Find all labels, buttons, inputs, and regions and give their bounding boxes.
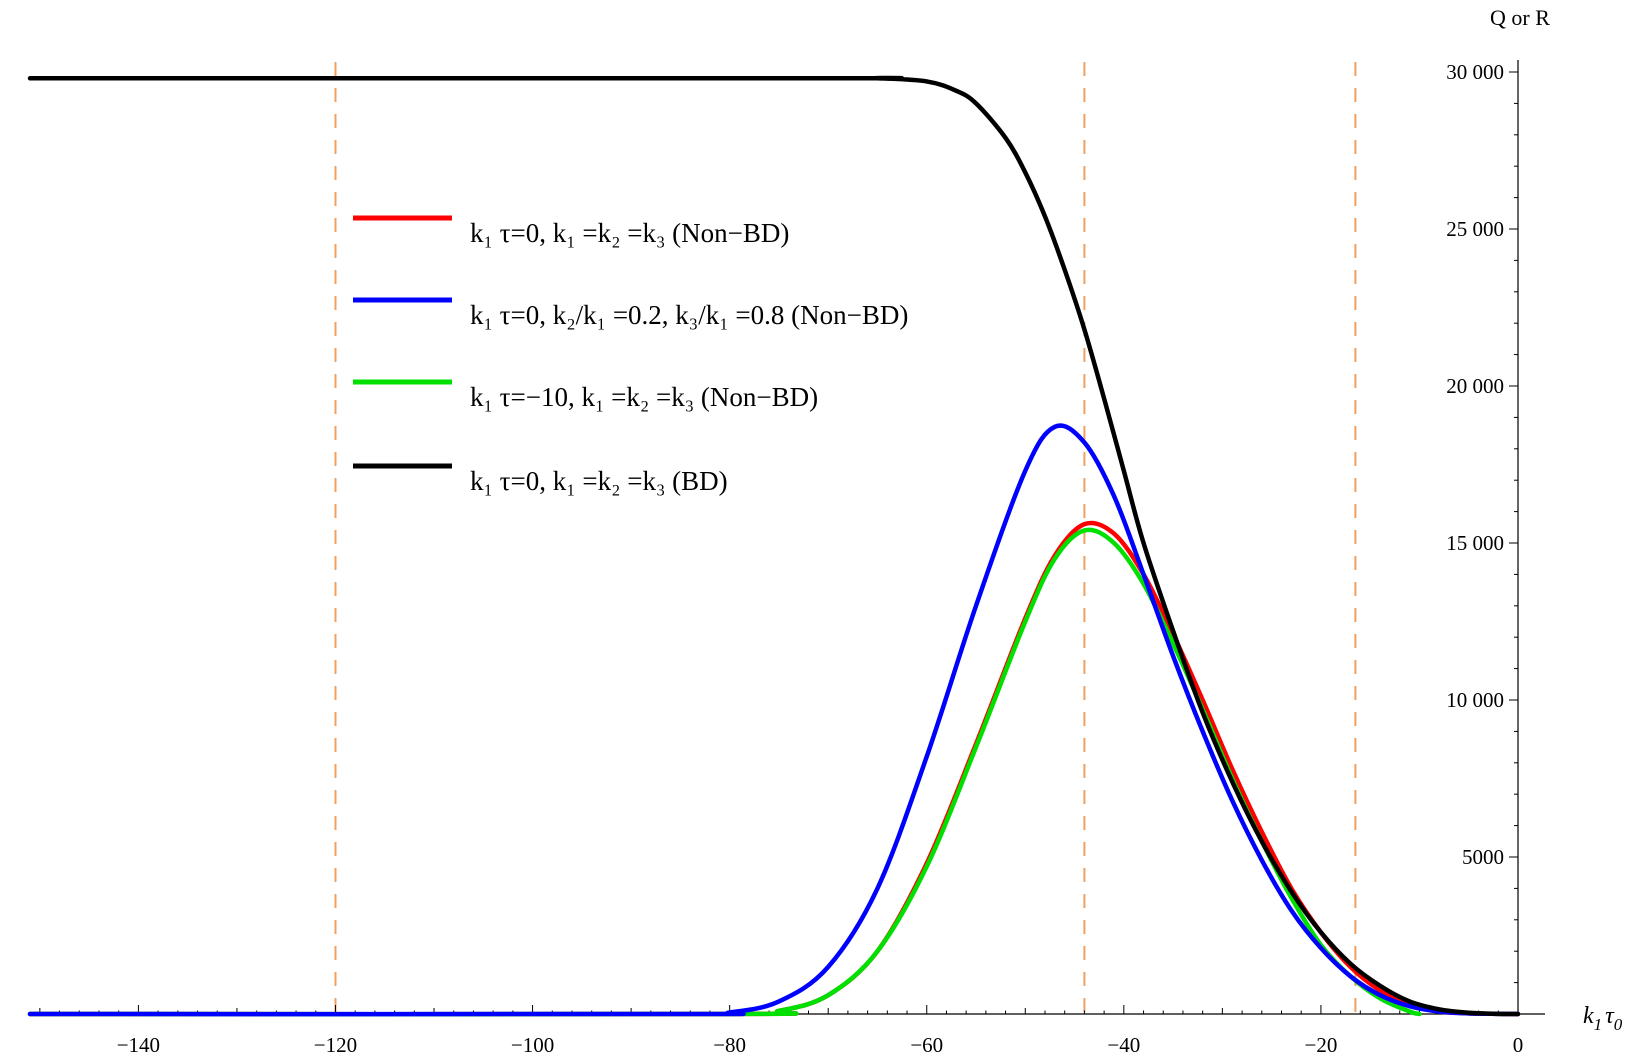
legend-label-1: k₁ τ=0, k₂/k₁ =0.2, k₃/k₁ =0.8 (Non−BD) [470, 300, 908, 330]
y-tick-label: 20 000 [1446, 374, 1504, 398]
y-tick-label: 10 000 [1446, 688, 1504, 712]
x-axis-title-sub2: 0 [1614, 1015, 1623, 1034]
x-tick-label: −140 [117, 1033, 160, 1057]
y-tick-label: 15 000 [1446, 531, 1504, 555]
y-axis: 5000 10 000 15 000 20 000 25 000 30 000 [1446, 60, 1519, 1014]
dashed-guides [334, 62, 1357, 1014]
x-tick-label: −100 [511, 1033, 554, 1057]
x-tick-label: 0 [1513, 1033, 1524, 1057]
y-tick-label: 30 000 [1446, 60, 1504, 84]
series-line-0 [27, 520, 1521, 1017]
y-tick-label: 5000 [1462, 845, 1504, 869]
x-axis-title-sub1: 1 [1594, 1015, 1603, 1034]
series-line-2 [27, 527, 1422, 1017]
legend: k₁ τ=0, k₁ =k₂ =k₃ (Non−BD) k₁ τ=0, k₂/k₁… [353, 215, 908, 496]
y-axis-title: Q or R [1490, 5, 1550, 30]
x-tick-label: −20 [1304, 1033, 1337, 1057]
x-axis-title: k1 τ0 [1583, 1003, 1623, 1034]
series-line-3 [27, 75, 1521, 1017]
x-tick-label: −80 [713, 1033, 746, 1057]
legend-label-3: k₁ τ=0, k₁ =k₂ =k₃ (BD) [470, 466, 728, 496]
series-lines [27, 75, 1521, 1017]
x-tick-label: −60 [910, 1033, 943, 1057]
x-tick-label: −40 [1107, 1033, 1140, 1057]
x-axis-title-mid: τ [1605, 1003, 1615, 1029]
y-tick-label: 25 000 [1446, 217, 1504, 241]
legend-label-2: k₁ τ=−10, k₁ =k₂ =k₃ (Non−BD) [470, 382, 818, 412]
series-line-1 [27, 423, 1521, 1017]
legend-label-0: k₁ τ=0, k₁ =k₂ =k₃ (Non−BD) [470, 218, 789, 248]
x-axis-title-main: k [1583, 1003, 1594, 1029]
x-tick-label: −120 [314, 1033, 357, 1057]
